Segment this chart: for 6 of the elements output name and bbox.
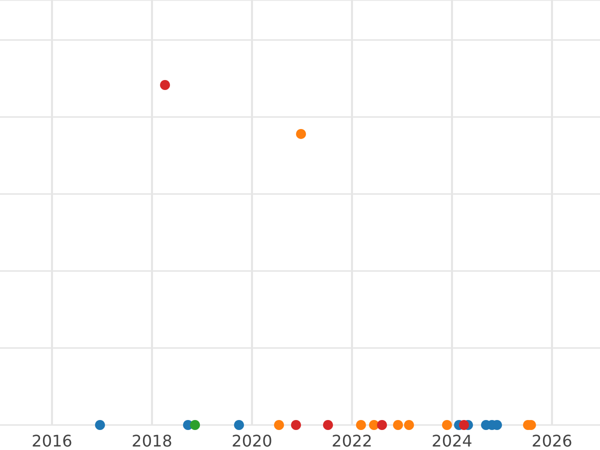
x-tick-label: 2022: [332, 432, 372, 450]
x-tick-label: 2026: [532, 432, 572, 450]
x-tick-label: 2016: [32, 432, 72, 450]
x-tick-label: 2020: [232, 432, 272, 450]
x-tick-label: 2018: [132, 432, 172, 450]
x-tick-label: 2024: [432, 432, 472, 450]
